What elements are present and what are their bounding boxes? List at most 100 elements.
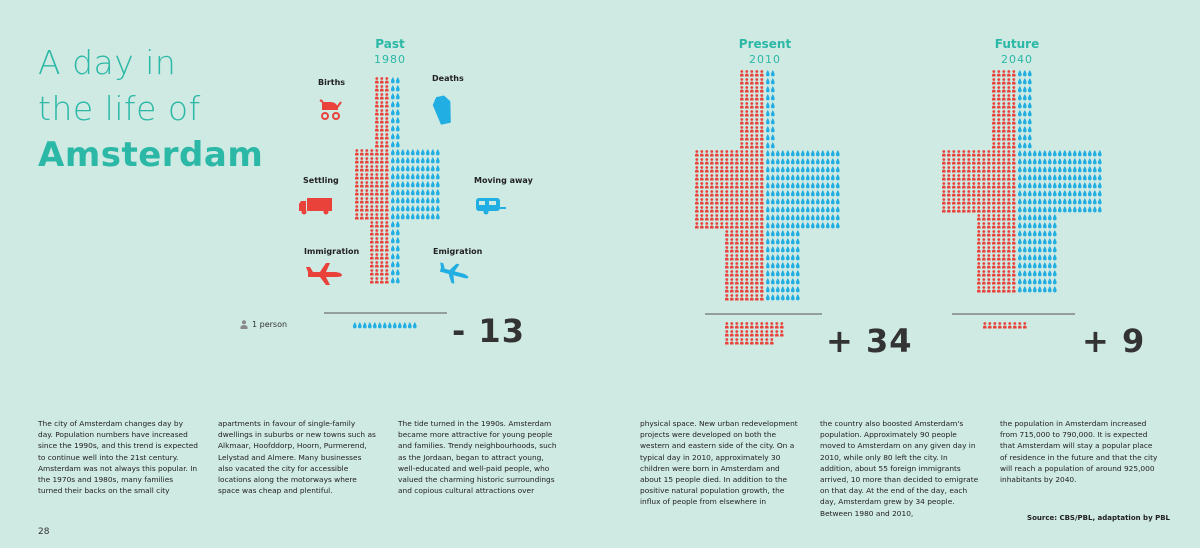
outflow-person-icon (815, 174, 820, 181)
inflow-person-icon (745, 222, 749, 229)
outflow-person-icon (770, 230, 775, 237)
inflow-person-icon (1002, 174, 1006, 181)
outflow-person-icon (765, 214, 770, 221)
inflow-person-icon (957, 150, 961, 157)
inflow-person-icon (745, 214, 749, 221)
inflow-person-icon (992, 254, 996, 261)
outflow-person-icon (420, 165, 425, 172)
outflow-person-icon (1022, 158, 1027, 165)
outflow-person-icon (810, 190, 815, 197)
outflow-person-icon (780, 254, 785, 261)
inflow-person-icon (725, 206, 729, 213)
outflow-person-icon (765, 86, 770, 93)
inflow-person-icon (730, 286, 734, 293)
outflow-person-icon (770, 262, 775, 269)
inflow-person-icon (760, 214, 764, 221)
inflow-person-icon (1012, 214, 1016, 221)
outflow-person-icon (1022, 118, 1027, 125)
outflow-person-icon (1057, 206, 1062, 213)
inflow-person-icon (1007, 182, 1011, 189)
outflow-person-icon (1042, 150, 1047, 157)
inflow-person-icon (977, 278, 981, 285)
outflow-person-icon (1032, 174, 1037, 181)
inflow-person-icon (740, 102, 744, 109)
inflow-person-icon (370, 229, 374, 236)
inflow-person-icon (380, 269, 384, 276)
inflow-person-icon (735, 230, 739, 237)
inflow-person-icon (360, 149, 364, 156)
outflow-person-icon (1042, 278, 1047, 285)
balance-person-icon (760, 338, 764, 345)
inflow-person-icon (355, 149, 359, 156)
outflow-person-icon (1032, 254, 1037, 261)
outflow-person-icon (770, 286, 775, 293)
balance-person-icon (998, 322, 1002, 329)
outflow-person-icon (835, 158, 840, 165)
inflow-person-icon (1002, 142, 1006, 149)
outflow-person-icon (1037, 286, 1042, 293)
inflow-person-icon (750, 78, 754, 85)
inflow-person-icon (760, 286, 764, 293)
inflow-person-icon (992, 174, 996, 181)
balance-person-icon (775, 322, 779, 329)
outflow-person-icon (420, 189, 425, 196)
outflow-person-icon (1047, 190, 1052, 197)
inflow-person-icon (735, 206, 739, 213)
inflow-person-icon (375, 261, 379, 268)
inflow-person-icon (977, 238, 981, 245)
outflow-person-icon (780, 238, 785, 245)
inflow-person-icon (695, 190, 699, 197)
inflow-person-icon (695, 166, 699, 173)
inflow-person-icon (942, 206, 946, 213)
inflow-person-icon (705, 214, 709, 221)
outflow-person-icon (790, 190, 795, 197)
outflow-person-icon (795, 174, 800, 181)
inflow-person-icon (745, 254, 749, 261)
outflow-person-icon (405, 213, 410, 220)
inflow-person-icon (375, 229, 379, 236)
outflow-person-icon (795, 206, 800, 213)
outflow-person-icon (795, 270, 800, 277)
outflow-person-icon (825, 190, 830, 197)
outflow-person-icon (395, 93, 400, 100)
inflow-person-icon (370, 277, 374, 284)
inflow-person-icon (1002, 150, 1006, 157)
outflow-person-icon (1022, 166, 1027, 173)
outflow-person-icon (395, 237, 400, 244)
inflow-person-icon (997, 198, 1001, 205)
outflow-person-icon (420, 213, 425, 220)
outflow-person-icon (410, 149, 415, 156)
inflow-person-icon (987, 214, 991, 221)
balance-person-icon (740, 330, 744, 337)
balance-person-icon (740, 322, 744, 329)
outflow-person-icon (430, 165, 435, 172)
outflow-person-icon (1052, 174, 1057, 181)
inflow-person-icon (977, 254, 981, 261)
inflow-person-icon (1012, 142, 1016, 149)
inflow-person-icon (710, 214, 714, 221)
inflow-person-icon (1007, 270, 1011, 277)
inflow-person-icon (360, 181, 364, 188)
coffin-icon (432, 95, 451, 125)
inflow-person-icon (750, 102, 754, 109)
inflow-person-icon (982, 206, 986, 213)
outflow-person-icon (1047, 166, 1052, 173)
outflow-person-icon (1067, 206, 1072, 213)
inflow-person-icon (370, 157, 374, 164)
balance-person-icon (745, 330, 749, 337)
outflow-person-icon (790, 198, 795, 205)
outflow-person-icon (1077, 150, 1082, 157)
inflow-person-icon (355, 213, 359, 220)
inflow-person-icon (750, 70, 754, 77)
outflow-person-icon (835, 198, 840, 205)
inflow-person-icon (760, 262, 764, 269)
balance-person-icon (730, 338, 734, 345)
inflow-person-icon (365, 149, 369, 156)
inflow-person-icon (962, 166, 966, 173)
outflow-person-icon (775, 230, 780, 237)
inflow-person-icon (1007, 150, 1011, 157)
year-label: 2010 (749, 53, 781, 66)
outflow-person-icon (1027, 286, 1032, 293)
balance-person-icon (780, 322, 784, 329)
balance-person-icon (730, 330, 734, 337)
